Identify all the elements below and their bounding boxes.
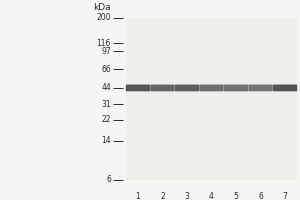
Text: 5: 5 [234, 192, 239, 200]
Bar [126, 18, 297, 180]
Text: 6: 6 [258, 192, 263, 200]
Text: 97: 97 [101, 47, 111, 56]
Text: 2: 2 [160, 192, 165, 200]
FancyBboxPatch shape [273, 85, 297, 91]
Text: 66: 66 [101, 65, 111, 74]
Text: 7: 7 [283, 192, 287, 200]
Text: 1: 1 [136, 192, 140, 200]
Text: 6: 6 [106, 175, 111, 184]
FancyBboxPatch shape [200, 85, 224, 91]
Text: 200: 200 [97, 13, 111, 22]
Text: kDa: kDa [93, 3, 111, 12]
Text: 44: 44 [101, 83, 111, 92]
FancyBboxPatch shape [175, 85, 199, 91]
Text: 4: 4 [209, 192, 214, 200]
Text: 3: 3 [184, 192, 189, 200]
Text: 14: 14 [101, 136, 111, 145]
Text: 116: 116 [97, 39, 111, 48]
FancyBboxPatch shape [150, 85, 175, 91]
Text: 31: 31 [101, 100, 111, 109]
FancyBboxPatch shape [126, 85, 150, 91]
FancyBboxPatch shape [248, 85, 273, 91]
FancyBboxPatch shape [224, 85, 248, 91]
Text: 22: 22 [101, 115, 111, 124]
